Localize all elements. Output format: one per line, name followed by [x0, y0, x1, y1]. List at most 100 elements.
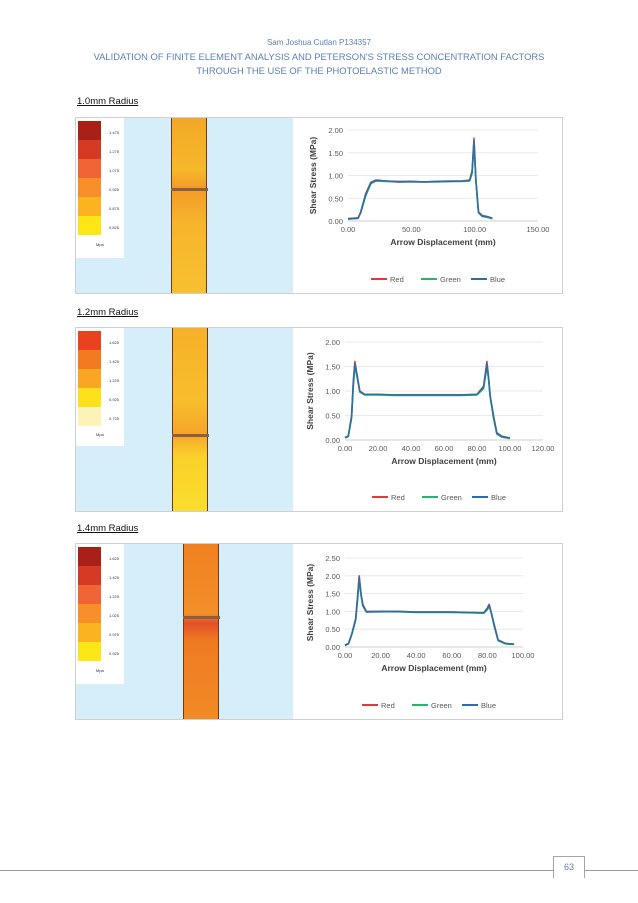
- series-line-blue: [347, 140, 493, 220]
- legend-label-blue: Blue: [481, 701, 496, 710]
- chart-svg-2: 0.00 0.50 1.00 1.50 2.00 0.00 20.00 40.00 60.00 8…: [305, 338, 554, 502]
- figure-2-label: 1.2mm Radius: [77, 307, 139, 318]
- legend-value: 0.925: [109, 187, 120, 192]
- specimen-bar-2: [172, 328, 208, 511]
- legend-swatch: [78, 604, 101, 623]
- specimen-bar-1: [171, 118, 207, 293]
- fea-simulation-2: 1.625 1.425 1.225 0.925 0.725 Mpa: [76, 328, 293, 511]
- y-tick-label: 0.00: [325, 643, 340, 652]
- y-tick-label: 0.50: [328, 194, 343, 203]
- legend-swatch: [78, 331, 101, 350]
- shear-stress-chart-2: 0.00 0.50 1.00 1.50 2.00 0.00 20.00 40.00 60.00 8…: [293, 328, 562, 511]
- x-tick-label: 80.00: [468, 444, 487, 453]
- stress-legend-1: 1.475 1.275 1.075 0.925 0.875 0.825 Mpa: [76, 118, 124, 258]
- legend-value: 0.875: [109, 206, 120, 211]
- x-axis-title: Arrow Displacement (mm): [381, 663, 486, 673]
- header-author: Sam Joshua Cutlan P134357: [266, 38, 372, 47]
- legend-value: 1.625: [109, 556, 120, 561]
- legend-unit: Mpa: [96, 242, 104, 247]
- legend-value: 1.225: [109, 594, 120, 599]
- x-tick-label: 0.00: [341, 225, 356, 234]
- legend-swatch: [78, 585, 101, 604]
- figure-3-label: 1.4mm Radius: [77, 523, 139, 534]
- y-tick-label: 2.50: [325, 554, 340, 563]
- legend-value: 0.725: [109, 416, 120, 421]
- fea-simulation-1: 1.475 1.275 1.075 0.925 0.875 0.825 Mpa: [76, 118, 293, 293]
- y-tick-label: 1.00: [325, 607, 340, 616]
- y-axis-title: Shear Stress (MPa): [305, 352, 315, 430]
- figure-3: 1.625 1.425 1.225 1.025 0.975 0.925 Mpa …: [75, 543, 563, 720]
- legend-swatch: [78, 369, 101, 388]
- specimen-notch-3: [183, 616, 220, 619]
- x-tick-label: 20.00: [371, 651, 390, 660]
- legend-value: 1.425: [109, 575, 120, 580]
- legend-swatch: [78, 140, 101, 159]
- legend-value: 0.975: [109, 632, 120, 637]
- legend-swatch: [78, 121, 101, 140]
- chart-svg-1: 0.00 0.50 1.00 1.50 2.00 0.00 50.00 100.00 150.0…: [308, 126, 550, 284]
- legend-value: 1.075: [109, 168, 120, 173]
- legend-swatch: [78, 566, 101, 585]
- legend-value: 1.425: [109, 359, 120, 364]
- figure-1: 1.475 1.275 1.075 0.925 0.875 0.825 Mpa …: [75, 117, 563, 294]
- legend-value: 0.825: [109, 225, 120, 230]
- stress-legend-2: 1.625 1.425 1.225 0.925 0.725 Mpa: [76, 328, 124, 446]
- legend-label-green: Green: [431, 701, 452, 710]
- y-tick-label: 2.00: [325, 338, 340, 347]
- header-title-line-1: VALIDATION OF FINITE ELEMENT ANALYSIS AN…: [93, 51, 545, 62]
- y-tick-label: 1.50: [328, 149, 343, 158]
- y-tick-label: 0.50: [325, 412, 340, 421]
- y-tick-label: 0.50: [325, 625, 340, 634]
- y-tick-label: 0.00: [325, 436, 340, 445]
- x-tick-label: 100.00: [499, 444, 522, 453]
- legend-swatch: [78, 547, 101, 566]
- legend-swatch: [78, 642, 101, 661]
- legend-value: 1.625: [109, 340, 120, 345]
- legend-label-blue: Blue: [490, 275, 505, 284]
- legend-value: 1.475: [109, 130, 120, 135]
- legend-swatch: [78, 407, 101, 426]
- legend-label-green: Green: [441, 493, 462, 502]
- shear-stress-chart-1: 0.00 0.50 1.00 1.50 2.00 0.00 50.00 100.00 150.0…: [293, 118, 562, 293]
- specimen-notch-1: [171, 188, 208, 191]
- y-tick-label: 1.50: [325, 363, 340, 372]
- legend-swatch: [78, 159, 101, 178]
- x-tick-label: 40.00: [402, 444, 421, 453]
- series-line-blue: [344, 363, 511, 439]
- figure-1-label: 1.0mm Radius: [77, 96, 139, 107]
- legend-label-red: Red: [390, 275, 404, 284]
- y-tick-label: 0.00: [328, 217, 343, 226]
- legend-value: 1.025: [109, 613, 120, 618]
- figure-2: 1.625 1.425 1.225 0.925 0.725 Mpa 0.00 0.…: [75, 327, 563, 512]
- x-tick-label: 40.00: [407, 651, 426, 660]
- legend-swatch: [78, 178, 101, 197]
- y-tick-label: 2.00: [325, 572, 340, 581]
- y-tick-label: 1.00: [328, 172, 343, 181]
- y-axis-title: Shear Stress (MPa): [308, 137, 318, 215]
- x-tick-label: 100.00: [463, 225, 486, 234]
- x-axis-title: Arrow Displacement (mm): [390, 237, 495, 247]
- legend-value: 1.275: [109, 149, 120, 154]
- y-axis-title: Shear Stress (MPa): [305, 564, 315, 642]
- x-tick-label: 0.00: [338, 651, 353, 660]
- x-tick-label: 60.00: [442, 651, 461, 660]
- legend-value: 0.925: [109, 651, 120, 656]
- y-tick-label: 1.00: [325, 387, 340, 396]
- x-tick-label: 20.00: [369, 444, 388, 453]
- footer-rule: [0, 870, 638, 871]
- legend-swatch: [78, 216, 101, 235]
- x-tick-label: 80.00: [478, 651, 497, 660]
- legend-swatch: [78, 623, 101, 642]
- y-tick-label: 2.00: [328, 126, 343, 135]
- legend-swatch: [78, 350, 101, 369]
- stress-legend-3: 1.625 1.425 1.225 1.025 0.975 0.925 Mpa: [76, 544, 124, 684]
- legend-unit: Mpa: [96, 432, 104, 437]
- legend-unit: Mpa: [96, 668, 104, 673]
- header-title-line-2: THROUGH THE USE OF THE PHOTOELASTIC METH…: [196, 65, 442, 76]
- x-tick-label: 150.00: [527, 225, 550, 234]
- x-tick-label: 0.00: [338, 444, 353, 453]
- x-tick-label: 50.00: [402, 225, 421, 234]
- legend-value: 0.925: [109, 397, 120, 402]
- shear-stress-chart-3: 0.00 0.50 1.00 1.50 2.00 2.50 0.00 20.00 40.00 60…: [293, 544, 562, 719]
- legend-label-green: Green: [440, 275, 461, 284]
